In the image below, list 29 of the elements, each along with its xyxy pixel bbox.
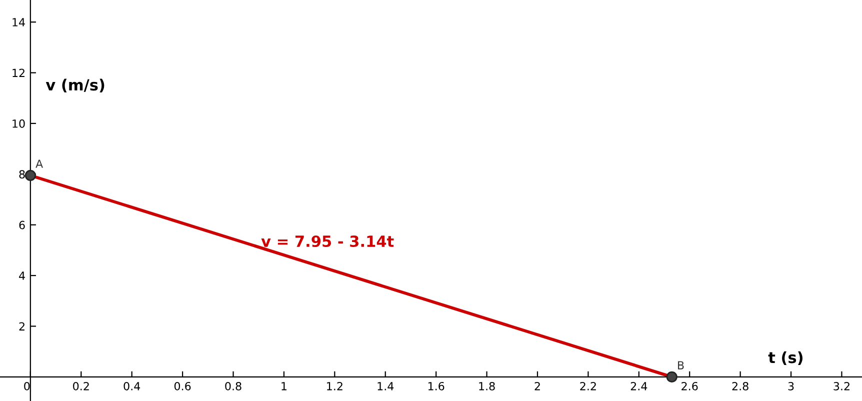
x-tick-label: 2.4 bbox=[630, 382, 648, 390]
x-tick-label: 0.2 bbox=[73, 382, 89, 390]
annotation: v = 7.95 - 3.14t bbox=[261, 235, 394, 248]
x-tick-label: 0.6 bbox=[174, 382, 191, 390]
x-tick-label: 1.6 bbox=[428, 382, 444, 390]
x-axis-title: t (s) bbox=[768, 351, 802, 365]
y-tick-label: 10 bbox=[12, 119, 25, 128]
x-tick-label: 1.8 bbox=[479, 382, 495, 390]
y-tick-label: 12 bbox=[12, 68, 24, 77]
y-tick-label: 2 bbox=[19, 322, 24, 330]
annotation: A bbox=[36, 160, 44, 168]
x-tick-label: 1.4 bbox=[378, 382, 394, 390]
x-tick-label: 2.2 bbox=[580, 382, 596, 390]
x-tick-label: 2 bbox=[534, 382, 540, 390]
y-tick-label: 14 bbox=[12, 18, 25, 26]
x-tick-label: 2.6 bbox=[682, 382, 698, 390]
x-tick-label: 0 bbox=[24, 382, 30, 390]
y-tick-label: 6 bbox=[19, 220, 25, 230]
y-tick-label: 8 bbox=[19, 170, 25, 179]
annotation: B bbox=[678, 361, 684, 370]
x-tick-label: 1 bbox=[282, 382, 286, 390]
x-tick-label: 3.2 bbox=[834, 382, 850, 390]
x-tick-label: 1.2 bbox=[327, 382, 342, 390]
x-tick-label: 0.4 bbox=[124, 382, 140, 390]
x-tick-label: 2.8 bbox=[732, 382, 748, 390]
x-tick-label: 0.8 bbox=[225, 382, 242, 390]
y-axis-title: v (m/s) bbox=[46, 78, 104, 92]
y-tick-label: 4 bbox=[19, 272, 25, 280]
x-tick-label: 3 bbox=[788, 382, 794, 390]
